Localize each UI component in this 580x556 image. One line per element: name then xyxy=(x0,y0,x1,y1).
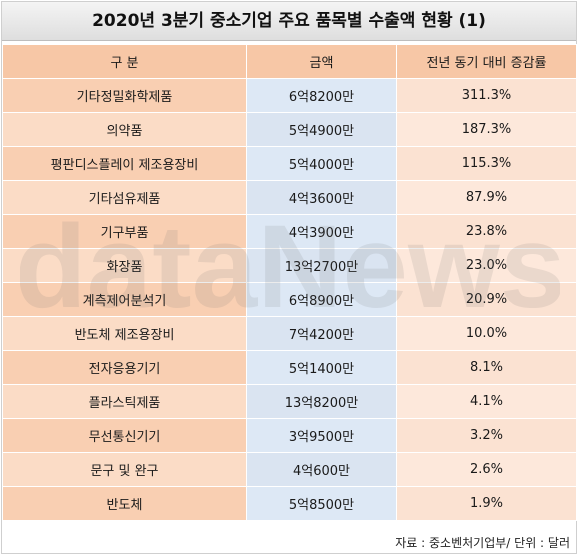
source-note: 자료 : 중소벤처기업부/ 단위 : 달러 xyxy=(395,536,570,550)
row-category: 기타섬유제품 xyxy=(2,180,247,215)
row-change: 3.2% xyxy=(396,418,577,453)
table-row: 기타정밀화학제품 6억8200만 311.3% xyxy=(2,78,577,113)
row-category: 평판디스플레이 제조용장비 xyxy=(2,146,247,181)
row-change: 115.3% xyxy=(396,146,577,181)
row-category: 문구 및 완구 xyxy=(2,452,247,487)
row-amount: 5억1400만 xyxy=(246,350,397,385)
table-row: 무선통신기기 3억9500만 3.2% xyxy=(2,418,577,453)
header-change: 전년 동기 대비 증감률 xyxy=(396,44,577,79)
row-category: 의약품 xyxy=(2,112,247,147)
row-category: 기구부품 xyxy=(2,214,247,249)
row-change: 187.3% xyxy=(396,112,577,147)
row-change: 20.9% xyxy=(396,282,577,317)
page-title: 2020년 3분기 중소기업 주요 품목별 수출액 현황 (1) xyxy=(2,2,576,41)
row-amount: 4억3900만 xyxy=(246,214,397,249)
header-category: 구 분 xyxy=(2,44,247,79)
row-change: 23.0% xyxy=(396,248,577,283)
row-category: 반도체 xyxy=(2,486,247,521)
table-row: 계측제어분석기 6억8900만 20.9% xyxy=(2,282,577,317)
table-row: 화장품 13억2700만 23.0% xyxy=(2,248,577,283)
row-amount: 4억3600만 xyxy=(246,180,397,215)
row-category: 반도체 제조용장비 xyxy=(2,316,247,351)
table-row: 전자응용기기 5억1400만 8.1% xyxy=(2,350,577,385)
row-amount: 3억9500만 xyxy=(246,418,397,453)
table-header-row: 구 분 금액 전년 동기 대비 증감률 xyxy=(2,44,577,79)
row-amount: 5억4900만 xyxy=(246,112,397,147)
table-row: 반도체 제조용장비 7억4200만 10.0% xyxy=(2,316,577,351)
row-amount: 4억600만 xyxy=(246,452,397,487)
table-row: 문구 및 완구 4억600만 2.6% xyxy=(2,452,577,487)
export-table: 구 분 금액 전년 동기 대비 증감률 기타정밀화학제품 6억8200만 311… xyxy=(2,44,577,521)
row-amount: 7억4200만 xyxy=(246,316,397,351)
table-row: 반도체 5억8500만 1.9% xyxy=(2,486,577,521)
row-amount: 13억8200만 xyxy=(246,384,397,419)
table-row: 기구부품 4억3900만 23.8% xyxy=(2,214,577,249)
row-category: 기타정밀화학제품 xyxy=(2,78,247,113)
row-category: 전자응용기기 xyxy=(2,350,247,385)
table-row: 평판디스플레이 제조용장비 5억4000만 115.3% xyxy=(2,146,577,181)
row-category: 계측제어분석기 xyxy=(2,282,247,317)
header-amount: 금액 xyxy=(246,44,397,79)
row-change: 2.6% xyxy=(396,452,577,487)
row-category: 화장품 xyxy=(2,248,247,283)
row-category: 무선통신기기 xyxy=(2,418,247,453)
row-change: 311.3% xyxy=(396,78,577,113)
row-change: 10.0% xyxy=(396,316,577,351)
row-category: 플라스틱제품 xyxy=(2,384,247,419)
row-change: 8.1% xyxy=(396,350,577,385)
row-change: 4.1% xyxy=(396,384,577,419)
row-change: 87.9% xyxy=(396,180,577,215)
row-amount: 6억8900만 xyxy=(246,282,397,317)
row-amount: 5억8500만 xyxy=(246,486,397,521)
row-amount: 5억4000만 xyxy=(246,146,397,181)
row-change: 1.9% xyxy=(396,486,577,521)
row-amount: 13억2700만 xyxy=(246,248,397,283)
table-row: 플라스틱제품 13억8200만 4.1% xyxy=(2,384,577,419)
row-change: 23.8% xyxy=(396,214,577,249)
table-row: 기타섬유제품 4억3600만 87.9% xyxy=(2,180,577,215)
row-amount: 6억8200만 xyxy=(246,78,397,113)
table-row: 의약품 5억4900만 187.3% xyxy=(2,112,577,147)
